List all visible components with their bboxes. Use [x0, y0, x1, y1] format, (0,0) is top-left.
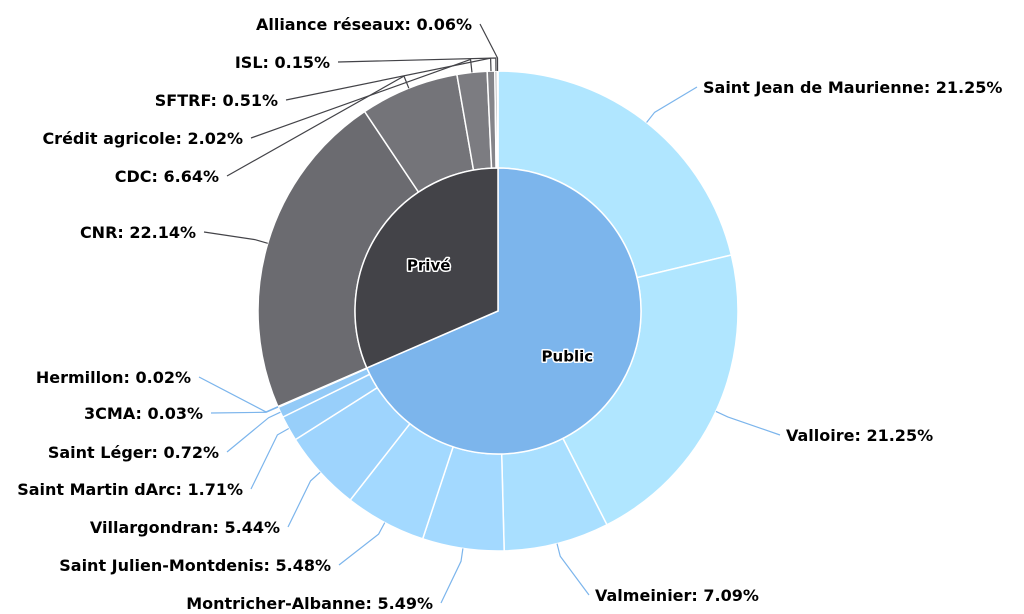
- data-label-alliance-reseaux: Alliance réseaux: 0.06%: [256, 15, 472, 34]
- connector-villargondran: [287, 471, 321, 528]
- data-label-isl: ISL: 0.15%: [235, 53, 330, 72]
- connector-valloire: [715, 410, 781, 436]
- connector-valmeinier: [556, 543, 590, 596]
- data-label-credit-agricole: Crédit agricole: 2.02%: [42, 129, 243, 148]
- connector-3cma: [210, 406, 279, 414]
- inner-slice-prive[interactable]: [354, 167, 499, 369]
- connector-credit-agricole: [250, 58, 473, 139]
- data-labels: Public Privé Saint Jean de Maurienne: 21.2…: [17, 15, 1002, 613]
- inner-pie: [354, 167, 642, 455]
- connector-hermillon: [198, 376, 279, 413]
- connector-cnr: [203, 231, 268, 244]
- inner-label-prive: Privé: [407, 257, 450, 275]
- connector-alliance-reseaux: [479, 23, 499, 72]
- outer-ring: [257, 70, 739, 552]
- data-label-cdc: CDC: 6.64%: [115, 167, 219, 186]
- data-label-saint-jean-de-maurienne: Saint Jean de Maurienne: 21.25%: [703, 78, 1002, 97]
- data-label-sftrf: SFTRF: 0.51%: [155, 91, 278, 110]
- data-label-hermillon: Hermillon: 0.02%: [36, 368, 191, 387]
- connector-montricher-albanne: [440, 548, 464, 604]
- data-label-saint-martin-darc: Saint Martin dArc: 1.71%: [17, 480, 243, 499]
- inner-label-public: Public: [542, 347, 594, 365]
- label-connectors: [198, 23, 781, 604]
- data-label-saint-leger: Saint Léger: 0.72%: [48, 443, 219, 462]
- connector-saint-leger: [226, 411, 281, 453]
- data-label-valloire: Valloire: 21.25%: [786, 426, 933, 445]
- data-label-valmeinier: Valmeinier: 7.09%: [595, 586, 759, 605]
- data-label-3cma: 3CMA: 0.03%: [84, 404, 203, 423]
- connector-isl: [337, 57, 497, 72]
- outer-slice-alliance-reseaux[interactable]: [496, 70, 499, 169]
- inner-slice-public[interactable]: [365, 167, 642, 455]
- data-label-villargondran: Villargondran: 5.44%: [90, 518, 280, 537]
- connector-saint-julien-montdenis: [338, 522, 386, 566]
- connector-saint-martin-darc: [250, 428, 290, 490]
- connector-saint-jean-de-maurienne: [646, 86, 698, 123]
- data-label-montricher-albanne: Montricher-Albanne: 5.49%: [186, 594, 433, 613]
- data-label-saint-julien-montdenis: Saint Julien-Montdenis: 5.48%: [59, 556, 331, 575]
- data-label-cnr: CNR: 22.14%: [80, 223, 196, 242]
